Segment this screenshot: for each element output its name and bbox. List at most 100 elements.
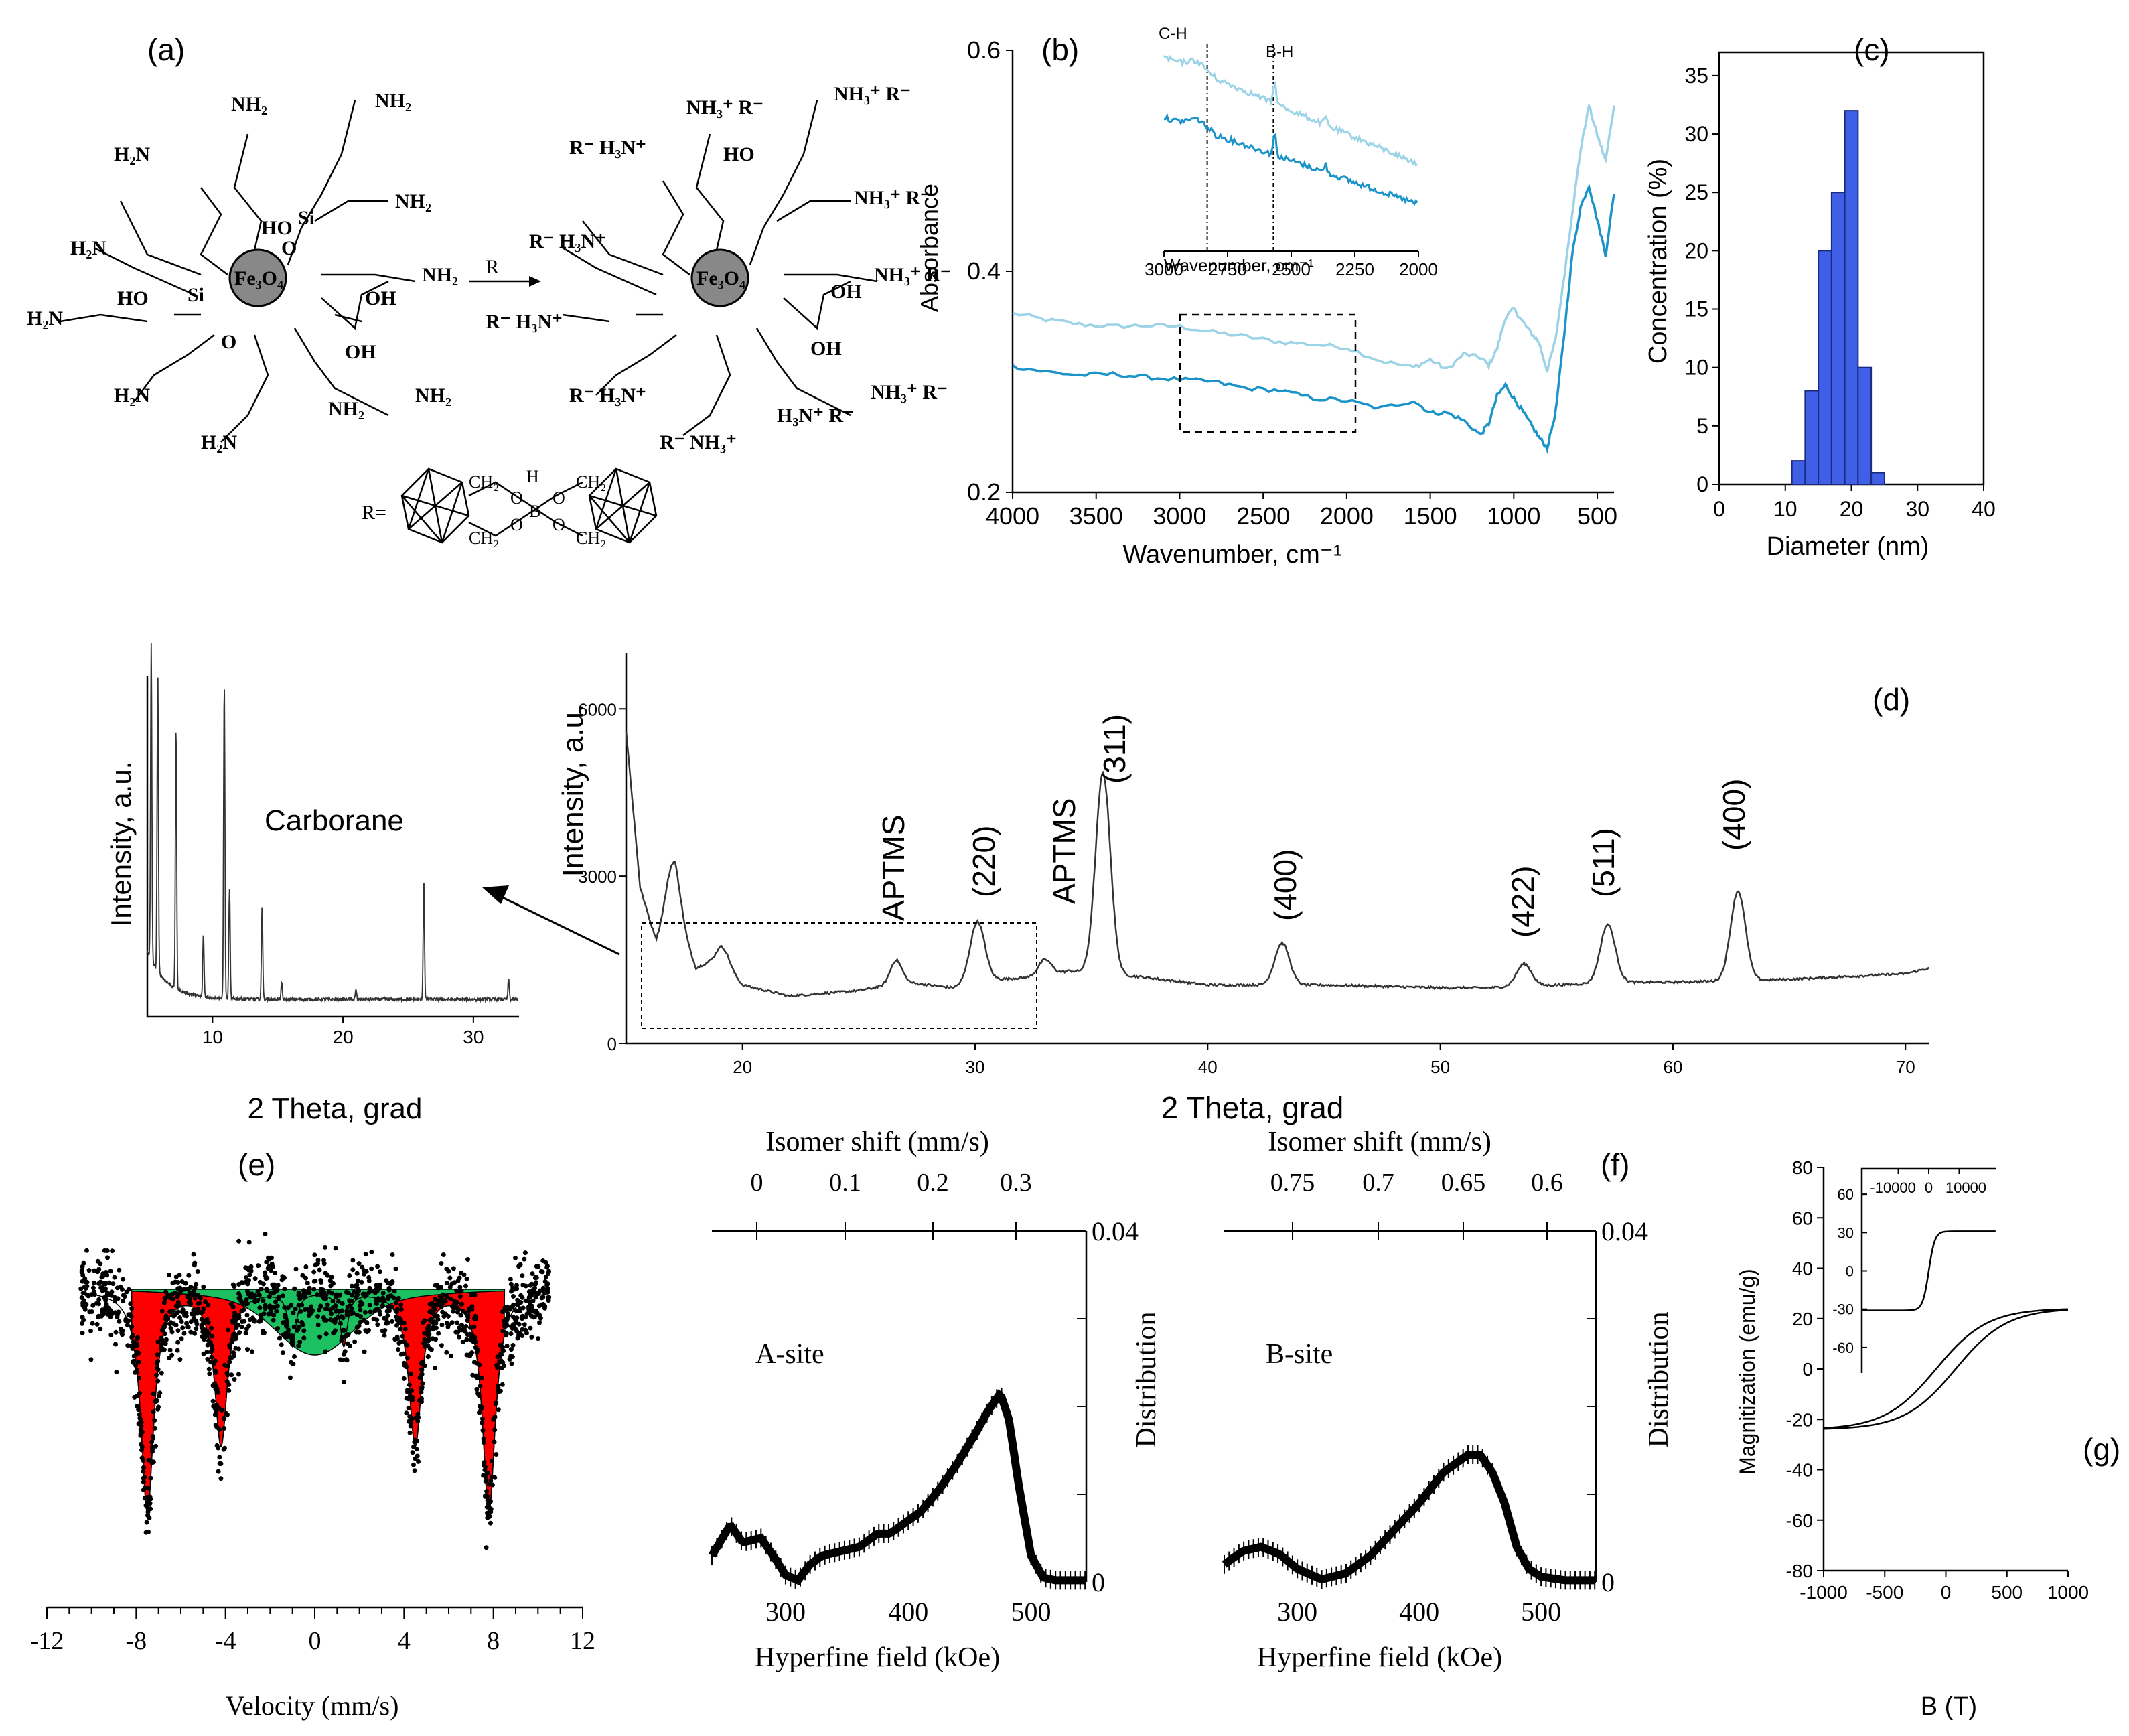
mossbauer-point bbox=[360, 1264, 365, 1270]
mossbauer-point bbox=[295, 1319, 299, 1323]
mossbauer-point bbox=[461, 1308, 466, 1313]
mossbauer-point bbox=[311, 1287, 317, 1292]
mossbauer-point bbox=[323, 1349, 328, 1354]
hyst-inset-xtick-label: 0 bbox=[1925, 1179, 1933, 1196]
ftir-inset: 3000 2750 2500 2250 2000 bbox=[1145, 44, 1438, 279]
mossbauer-point bbox=[366, 1327, 371, 1333]
mossbauer-point bbox=[534, 1280, 538, 1285]
mossbauer-point bbox=[252, 1299, 258, 1305]
mossbauer-point bbox=[252, 1276, 258, 1281]
fA-ylabel: Distribution bbox=[1131, 1311, 1162, 1447]
mossbauer-point bbox=[248, 1264, 254, 1269]
mossbauer-point bbox=[256, 1263, 261, 1269]
mossbauer-point bbox=[208, 1349, 214, 1354]
mossbauer-point bbox=[380, 1291, 386, 1295]
xrd-zoom-box bbox=[641, 922, 1037, 1029]
hyst-xtick-label: -500 bbox=[1866, 1582, 1903, 1603]
mossbauer-point bbox=[329, 1311, 334, 1317]
mossbauer-point bbox=[340, 1327, 346, 1333]
panel-label-c: (c) bbox=[1854, 32, 1890, 67]
xrd-inset-axis bbox=[146, 676, 519, 1018]
mossbauer-point bbox=[386, 1285, 392, 1291]
mossbauer-point bbox=[231, 1354, 236, 1359]
mossbauer-point bbox=[98, 1285, 104, 1291]
mossbauer-point bbox=[508, 1331, 514, 1336]
mossbauer-point bbox=[331, 1331, 336, 1336]
mossbauer-point bbox=[382, 1315, 387, 1321]
mossbauer-point bbox=[374, 1286, 379, 1291]
mossbauer-point bbox=[273, 1271, 278, 1276]
mossbauer-point bbox=[522, 1322, 527, 1327]
mossbauer-point bbox=[276, 1297, 281, 1301]
mossbauer-point bbox=[432, 1303, 437, 1308]
mossbauer-point bbox=[200, 1309, 205, 1315]
mossbauer-point bbox=[188, 1329, 194, 1335]
mossbauer-point bbox=[396, 1320, 402, 1325]
panel-label-d: (d) bbox=[1873, 682, 1910, 717]
hist-bar bbox=[1818, 250, 1832, 485]
mossbauer-point bbox=[324, 1306, 329, 1311]
mossbauer-point bbox=[120, 1287, 125, 1292]
mossbauer-point bbox=[175, 1328, 181, 1333]
xrd-peak-label: (311) bbox=[1097, 714, 1132, 784]
mossbauer-point bbox=[234, 1325, 239, 1331]
mossbauer-point bbox=[85, 1293, 90, 1297]
r-label: CH₂ bbox=[469, 528, 499, 548]
xrd-inset-annotation: Carborane bbox=[265, 804, 404, 837]
panel-label-e: (e) bbox=[238, 1147, 275, 1182]
xrd-xtick-label: 40 bbox=[1198, 1057, 1218, 1077]
mossbauer-point bbox=[203, 1299, 208, 1304]
mossbauer-point bbox=[125, 1323, 130, 1328]
hyst-ytick-label: -60 bbox=[1786, 1510, 1813, 1531]
mossbauer-point bbox=[181, 1287, 187, 1292]
mossbauer-point bbox=[83, 1286, 88, 1291]
mossbauer-point bbox=[89, 1292, 94, 1297]
xrd-inset-xtick-label: 10 bbox=[202, 1027, 223, 1047]
mossbauer-point bbox=[477, 1362, 482, 1368]
mossbauer-point bbox=[356, 1288, 362, 1293]
mossbauer-point bbox=[105, 1255, 110, 1260]
mossbauer-point bbox=[473, 1313, 478, 1319]
hist-xtick-label: 30 bbox=[1905, 497, 1929, 521]
mossbauer-point bbox=[112, 1299, 117, 1303]
mossbauer-point bbox=[439, 1322, 445, 1327]
mossbauer-point bbox=[501, 1363, 506, 1368]
mossbauer-point bbox=[508, 1281, 514, 1287]
mossbauer-point bbox=[517, 1331, 522, 1336]
mossbauer-point bbox=[488, 1520, 493, 1526]
mossbauer-point bbox=[319, 1280, 324, 1285]
mossbauer-point bbox=[355, 1292, 360, 1297]
panel-label-a: (a) bbox=[147, 32, 185, 67]
mossbauer-point bbox=[151, 1409, 156, 1415]
hist-bar bbox=[1857, 366, 1873, 485]
mossbauer-point bbox=[347, 1273, 352, 1278]
mossbauer-point bbox=[420, 1381, 425, 1386]
mossbauer-point bbox=[375, 1322, 380, 1327]
fA-top-xlabel: Isomer shift (mm/s) bbox=[765, 1127, 989, 1157]
hyst-inset-ytick-label: 30 bbox=[1838, 1224, 1854, 1241]
scheme-label: HO bbox=[723, 143, 755, 165]
mossbauer-point bbox=[295, 1327, 301, 1332]
fB-top-xlabel: Isomer shift (mm/s) bbox=[1268, 1127, 1491, 1157]
mossbauer-point bbox=[390, 1252, 395, 1257]
mossbauer-point bbox=[142, 1496, 147, 1501]
mossbauer-point bbox=[196, 1309, 202, 1314]
mossbauer-point bbox=[436, 1331, 441, 1336]
mossbauer-point bbox=[155, 1339, 161, 1344]
mossbauer-point bbox=[116, 1309, 121, 1315]
mossbauer-point bbox=[303, 1295, 308, 1300]
ftir-inset-dark-series bbox=[1163, 113, 1418, 206]
mossbauer-point bbox=[169, 1329, 175, 1335]
mossbauer-point bbox=[245, 1347, 250, 1352]
mossbauer-point bbox=[341, 1352, 346, 1357]
fB-chart: 300 400 500 0.75 0.7 0.65 0.6 0 0.04 bbox=[1222, 1169, 1648, 1627]
mossbauer-point bbox=[226, 1327, 231, 1333]
panel-g-hysteresis: (g) Magnitization (emu/g) B (T) -1000 -50… bbox=[1735, 1157, 2120, 1721]
mossbauer-point bbox=[129, 1306, 135, 1311]
hyst-inset-ytick-label: 60 bbox=[1838, 1186, 1854, 1203]
mossbauer-point bbox=[449, 1320, 455, 1325]
mossbauer-point bbox=[222, 1362, 228, 1368]
mossbauer-point bbox=[510, 1325, 515, 1331]
core-sphere-right bbox=[690, 248, 749, 307]
scheme-label: H₂N bbox=[201, 431, 237, 453]
